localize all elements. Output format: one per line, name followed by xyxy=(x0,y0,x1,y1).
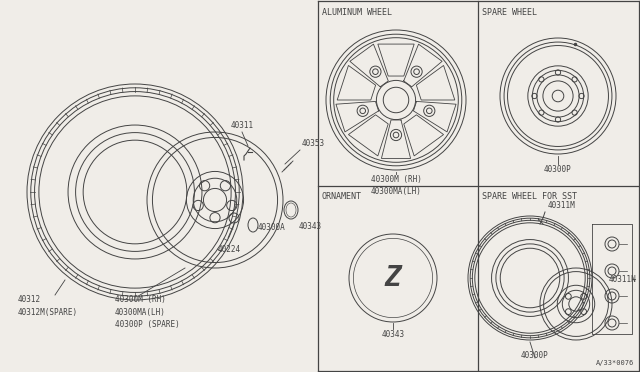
Text: ORNAMENT: ORNAMENT xyxy=(322,192,362,201)
Text: 40343: 40343 xyxy=(381,330,404,339)
Text: 40224: 40224 xyxy=(218,245,241,254)
Text: 40353: 40353 xyxy=(302,139,325,148)
Text: 40300A: 40300A xyxy=(258,222,285,231)
Text: SPARE WHEEL FOR SST: SPARE WHEEL FOR SST xyxy=(482,192,577,201)
Text: 40311: 40311 xyxy=(230,121,253,130)
Text: 40343: 40343 xyxy=(299,222,322,231)
Text: Z: Z xyxy=(385,264,401,292)
Text: 40300P: 40300P xyxy=(521,351,549,360)
Text: 40300M (RH)
40300MA(LH)
40300P (SPARE): 40300M (RH) 40300MA(LH) 40300P (SPARE) xyxy=(115,295,180,329)
Text: 40311N: 40311N xyxy=(608,275,636,283)
Text: ALUMINUM WHEEL: ALUMINUM WHEEL xyxy=(322,8,392,17)
Text: 40311M: 40311M xyxy=(548,201,576,210)
Text: 40312
40312M(SPARE): 40312 40312M(SPARE) xyxy=(18,295,78,317)
Text: 40300M (RH)
40300MA(LH): 40300M (RH) 40300MA(LH) xyxy=(371,175,421,196)
Text: 40300P: 40300P xyxy=(544,165,572,174)
Text: A/33*0076: A/33*0076 xyxy=(596,360,634,366)
Text: SPARE WHEEL: SPARE WHEEL xyxy=(482,8,537,17)
